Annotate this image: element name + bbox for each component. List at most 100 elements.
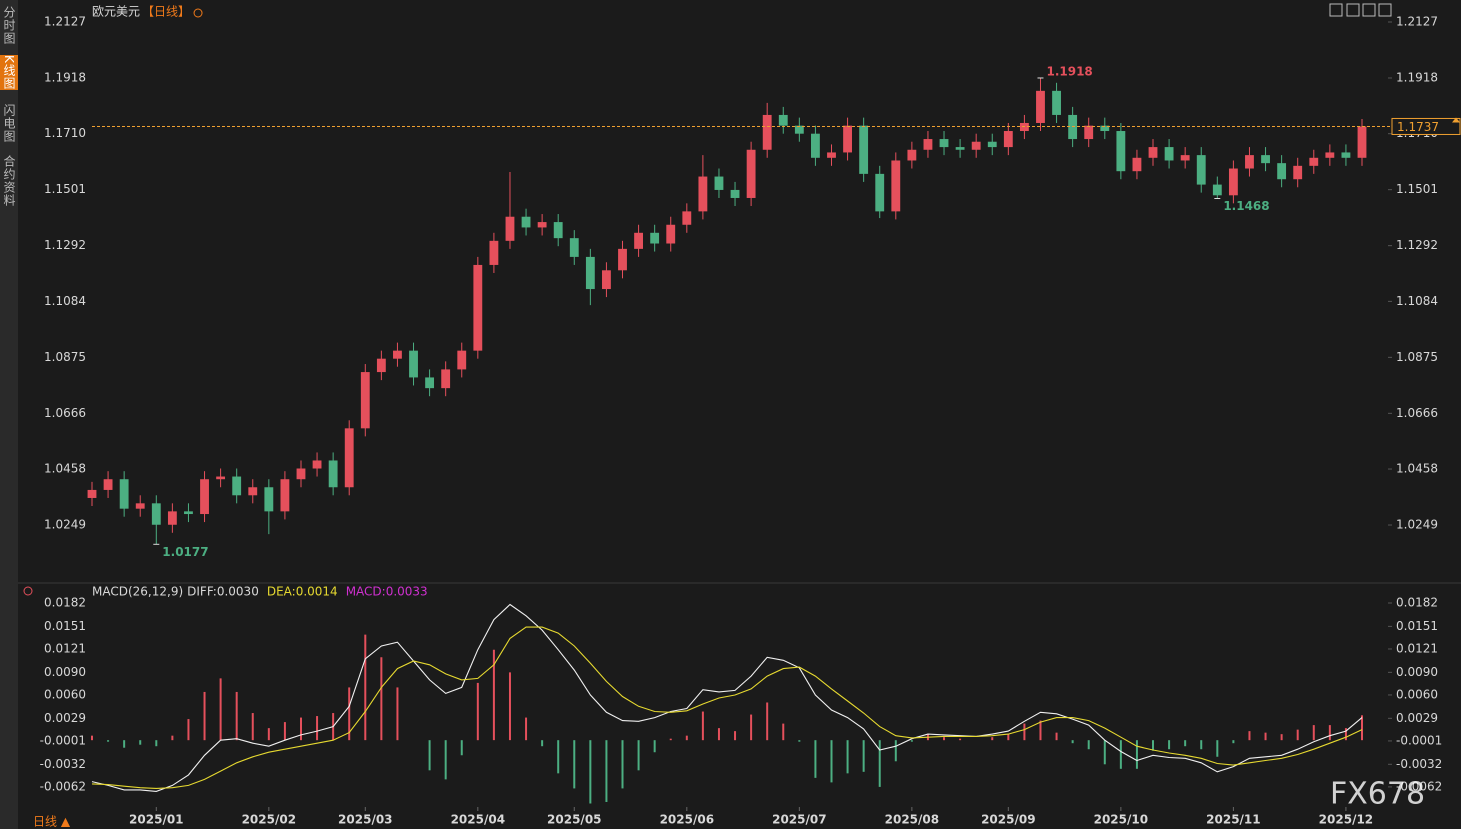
candle-body — [232, 476, 242, 496]
x-tick-label: 2025/06 — [660, 813, 714, 827]
candle-body — [939, 139, 949, 148]
y-tick-label: 1.1710 — [44, 126, 86, 140]
candle-body — [1341, 152, 1351, 158]
candle-body — [1100, 125, 1110, 132]
indicator-line — [91, 603, 1363, 792]
candle-body — [585, 256, 595, 290]
candle-body — [859, 125, 869, 174]
add-icon[interactable] — [193, 8, 203, 18]
y-tick-label: 1.1918 — [1396, 70, 1438, 84]
candle-body — [891, 160, 901, 212]
candle-body — [537, 222, 547, 228]
candle-body — [1261, 155, 1270, 164]
y-tick-label: 1.0249 — [1396, 518, 1438, 532]
indicator-line — [91, 626, 1363, 789]
candle-body — [151, 503, 161, 525]
candle-body — [1357, 126, 1367, 158]
x-tick-label: 2025/09 — [981, 813, 1035, 827]
x-tick-label: 2025/11 — [1206, 813, 1260, 827]
candle-body — [1148, 147, 1158, 158]
current-price-box — [1391, 117, 1461, 135]
legend-entry: MACD:0.0033 — [346, 585, 428, 599]
sidebar-tab[interactable]: 分时图 — [2, 6, 16, 45]
candle-body — [280, 479, 290, 512]
y-tick-label: 1.0666 — [44, 406, 86, 420]
candle-body — [1084, 125, 1094, 140]
candle-body — [955, 147, 965, 150]
candle-body — [1196, 155, 1206, 185]
tool-button[interactable] — [1346, 3, 1360, 17]
period-label[interactable]: 【日线】 — [142, 5, 190, 19]
y-tick-label: 1.0458 — [1396, 462, 1438, 476]
candle-body — [971, 141, 981, 150]
candle-body — [778, 114, 788, 126]
footer-period[interactable]: 日线 ▲ — [33, 815, 71, 829]
y-tick-label: 0.0151 — [1396, 619, 1438, 633]
y-tick-label: 1.0875 — [1396, 350, 1438, 364]
sidebar-tab[interactable]: K线图 — [0, 55, 18, 90]
toolbar — [1329, 3, 1392, 17]
candle-body — [1228, 168, 1238, 196]
sidebar-tab[interactable]: 闪电图 — [2, 104, 16, 143]
candle-body — [457, 350, 467, 370]
candle-body — [827, 152, 836, 158]
candle-body — [553, 222, 563, 239]
candle-body — [634, 232, 644, 249]
candle-body — [682, 211, 692, 225]
x-tick-label: 2025/07 — [772, 813, 826, 827]
y-tick-label: 0.0151 — [44, 619, 86, 633]
indicator-settings[interactable] — [23, 586, 33, 596]
extreme-label: 1.1468 — [1223, 199, 1269, 213]
candle-body — [810, 133, 820, 158]
tool-button[interactable] — [1362, 3, 1376, 17]
y-tick-label: -0.0001 — [1396, 733, 1442, 747]
y-tick-label: -0.0001 — [40, 733, 86, 747]
candle-body — [1180, 155, 1190, 161]
candle-body — [762, 114, 772, 150]
x-tick-label: 2025/12 — [1319, 813, 1373, 827]
candle-body — [119, 479, 129, 509]
candle-body — [328, 460, 338, 488]
legend-entry: DIFF:0.0030 — [187, 585, 259, 599]
candle-body — [843, 125, 852, 153]
y-tick-label: 1.1918 — [44, 70, 86, 84]
candle-body — [1019, 122, 1029, 132]
y-tick-label: 1.1084 — [1396, 294, 1438, 308]
candle-body — [698, 176, 708, 212]
candle-body — [875, 173, 885, 212]
candle-body — [489, 240, 499, 265]
candle-body — [296, 468, 306, 480]
candle-body — [167, 511, 177, 525]
candle-body — [1164, 147, 1174, 161]
candle-body — [730, 189, 740, 198]
sidebar-tab[interactable]: 合约资料 — [2, 155, 16, 207]
tool-button[interactable] — [1329, 3, 1343, 17]
candle-body — [135, 503, 145, 509]
candle-body — [1309, 157, 1319, 166]
y-tick-label: 0.0090 — [44, 665, 86, 679]
candle-body — [923, 139, 933, 150]
legend-entry: DEA:0.0014 — [267, 585, 338, 599]
x-tick-label: 2025/04 — [451, 813, 505, 827]
candle-body — [1212, 184, 1222, 196]
x-tick-label: 2025/03 — [338, 813, 392, 827]
y-tick-label: 1.0249 — [44, 518, 86, 532]
candle-body — [1245, 155, 1254, 169]
candle-body — [569, 238, 579, 257]
candle-body — [376, 358, 386, 373]
tool-button[interactable] — [1378, 3, 1392, 17]
candle-body — [714, 176, 724, 190]
candle-body — [1293, 165, 1303, 180]
candle-body — [360, 372, 370, 429]
candle-body — [200, 479, 209, 515]
candle-body — [505, 216, 515, 241]
y-tick-label: 1.0875 — [44, 350, 86, 364]
y-tick-label: -0.0032 — [40, 757, 86, 771]
candle-body — [441, 369, 451, 389]
candle-body — [393, 350, 402, 359]
candle-body — [1325, 152, 1335, 158]
y-tick-label: 0.0060 — [44, 687, 86, 701]
candle-body — [1036, 90, 1045, 123]
extreme-label: 1.0177 — [162, 545, 208, 559]
